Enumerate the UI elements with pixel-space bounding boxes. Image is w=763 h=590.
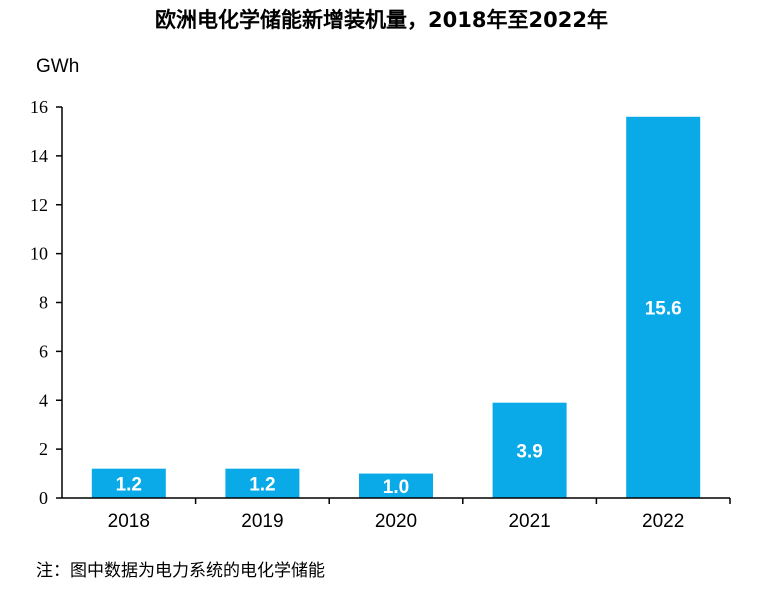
y-tick-label: 2 xyxy=(39,439,48,459)
data-label-2022: 15.6 xyxy=(645,298,682,319)
x-tick-label-2019: 2019 xyxy=(241,511,283,532)
y-tick-label: 10 xyxy=(30,244,48,264)
bar-2020 xyxy=(359,473,433,498)
footnote: 注：图中数据为电力系统的电化学储能 xyxy=(36,561,325,581)
y-tick-label: 16 xyxy=(30,97,48,117)
y-tick-label: 6 xyxy=(39,341,48,361)
chart-title: 欧洲电化学储能新增装机量，2018年至2022年 xyxy=(155,8,608,32)
bar-2019 xyxy=(225,468,300,498)
data-label-2021: 3.9 xyxy=(516,441,542,462)
y-tick-label: 4 xyxy=(39,390,48,410)
y-tick-label: 12 xyxy=(30,195,48,215)
data-label-2020: 1.0 xyxy=(383,477,409,498)
x-tick-label-2021: 2021 xyxy=(508,511,550,532)
y-tick-label: 14 xyxy=(30,146,48,166)
data-label-2018: 1.2 xyxy=(116,474,142,495)
bar-2018 xyxy=(91,468,166,498)
y-unit-label: GWh xyxy=(36,56,80,77)
bar-2021 xyxy=(492,402,567,498)
data-label-2019: 1.2 xyxy=(249,474,275,495)
x-tick-label-2022: 2022 xyxy=(642,511,684,532)
x-tick-label-2020: 2020 xyxy=(375,511,417,532)
y-tick-label: 0 xyxy=(39,488,48,508)
y-tick-label: 8 xyxy=(39,293,48,313)
x-tick-label-2018: 2018 xyxy=(108,511,150,532)
bar-2022 xyxy=(626,116,701,499)
